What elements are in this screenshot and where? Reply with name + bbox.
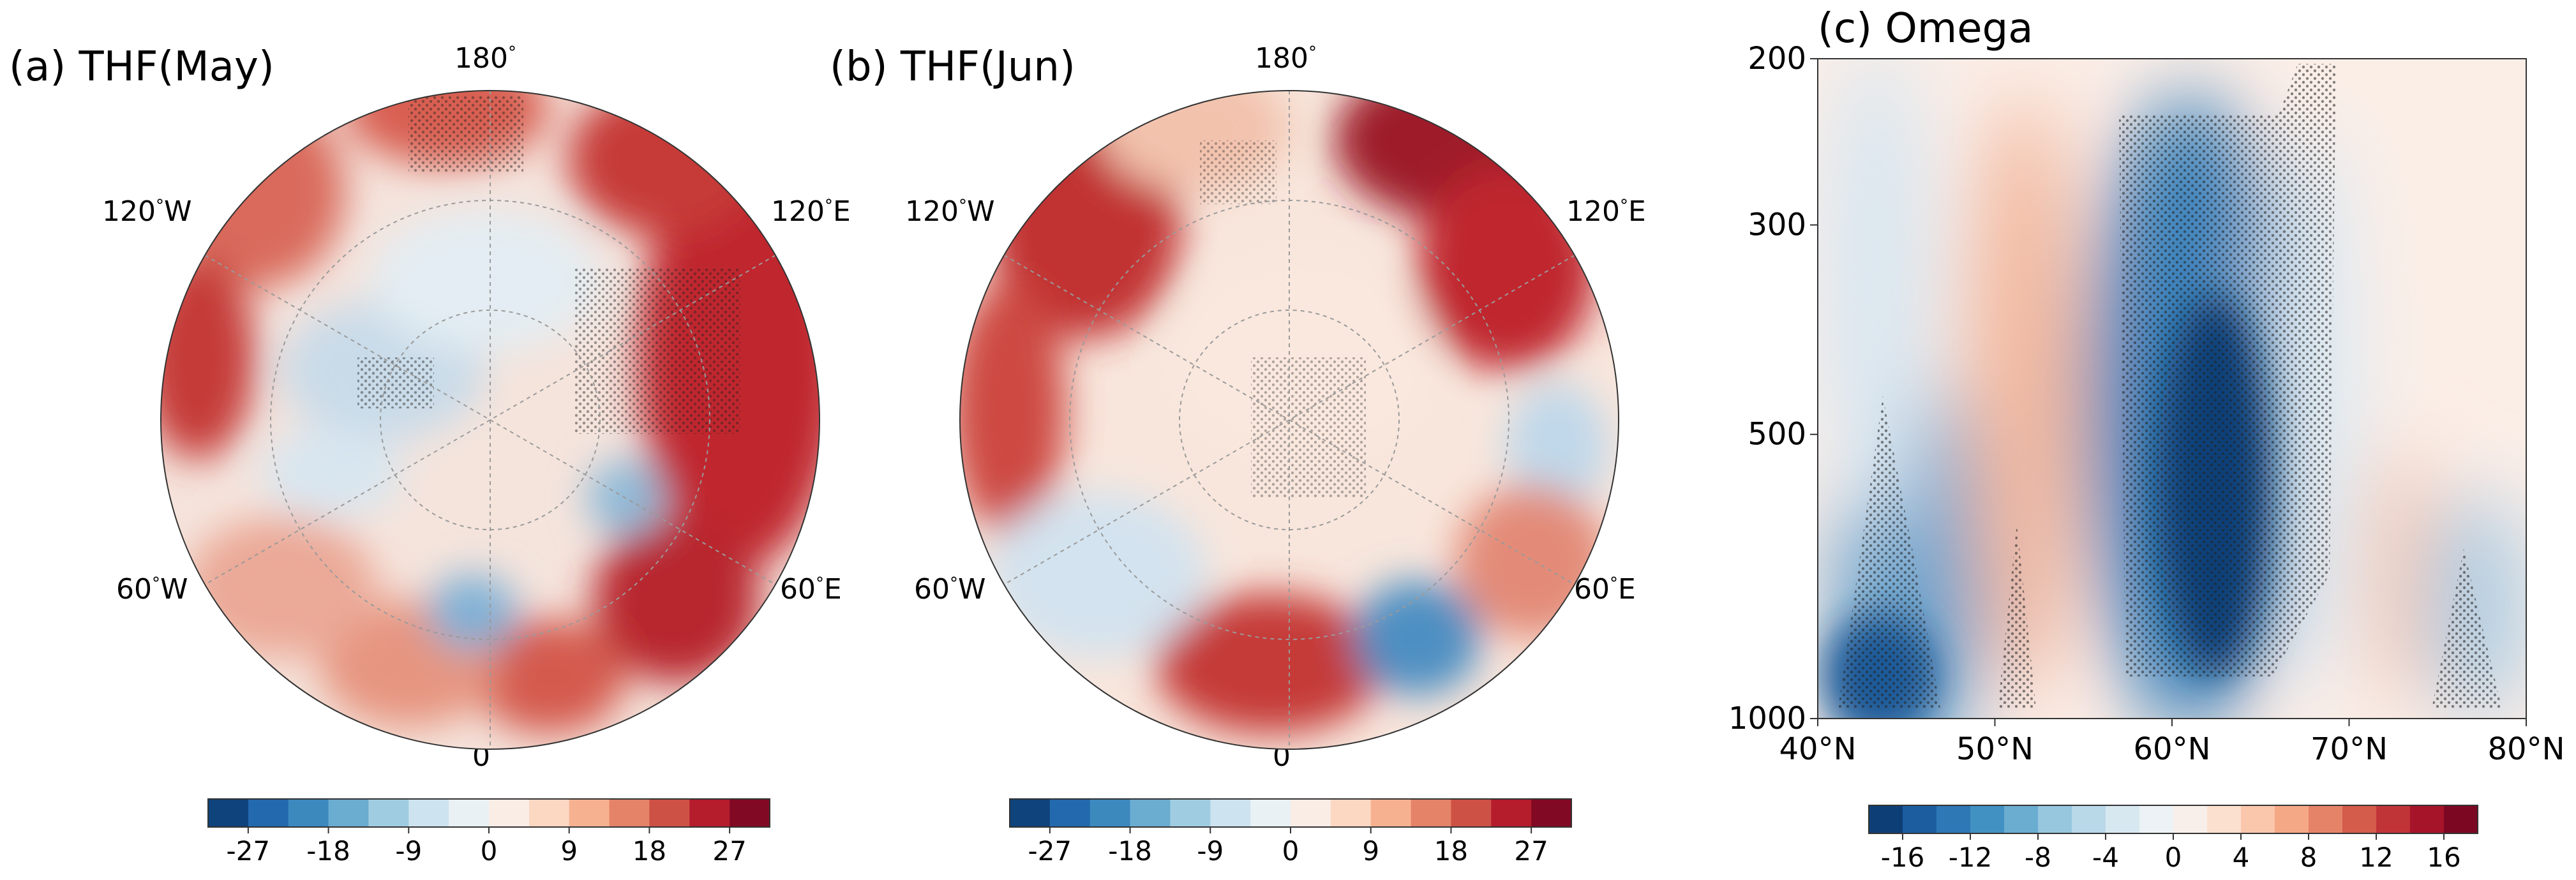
panel-a-lon-60w: 60°W [116,573,188,606]
colorbar-2-bin [2376,805,2411,833]
colorbar-2-bin [2342,805,2377,833]
panel-b-lon-60e: 60°E [1574,573,1636,606]
colorbar-0-tick-label: 9 [560,835,578,867]
colorbar-0-bin [649,799,690,827]
colorbars: -27 -18 -9 0 9 18 27 -27 -18 -9 0 9 18 27 -16 -12 -8 -4 0 4… [207,798,2478,873]
colorbar-0-tick-label: -18 [306,835,350,867]
colorbar-2-bin [2444,805,2478,833]
colorbar-1-bin [1170,799,1211,827]
panel-a-lon-120w: 120°W [102,195,192,228]
colorbar-0-bin [569,799,610,827]
colorbar-2-bin [2004,805,2039,833]
y-tick-label: 1000 [1728,701,1806,736]
colorbar-1-bin [1291,799,1331,827]
colorbar-0-tick-label: 0 [481,835,498,867]
colorbar-1-tick-label: -18 [1108,835,1152,867]
colorbar-2-tick-label: -12 [1949,842,1993,873]
colorbar-0-bin [208,799,249,827]
colorbar-2-bin [1903,805,1937,833]
colorbar-2-bin [2139,805,2174,833]
colorbar-1-tick-label: 18 [1434,835,1468,867]
x-tick-label: 80°N [2488,731,2565,767]
colorbar-0-bin [449,799,490,827]
colorbar-2-bin [2309,805,2343,833]
x-tick-label: 70°N [2310,731,2388,767]
colorbar-0-bin [609,799,650,827]
y-tick-label: 200 [1748,41,1806,77]
colorbar-2-tick-label: 0 [2165,842,2182,873]
colorbar-1-bin [1370,799,1412,827]
colorbar-2-bin [2072,805,2106,833]
colorbar-0-bin [328,799,369,827]
panel-c-plot [1817,58,2527,719]
colorbar-1-bin [1010,799,1051,827]
panel-b-lon-120e: 120°E [1566,195,1646,228]
colorbar-2-tick-label: 4 [2233,842,2250,873]
colorbar-1-bin [1451,799,1492,827]
colorbar-1-tick-label: -9 [1197,835,1224,867]
x-tick-label: 40°N [1779,731,1857,767]
colorbar-1-tick-label: -27 [1028,835,1072,867]
colorbar-2-tick-label: 8 [2300,842,2318,873]
colorbar-2-bin [2207,805,2242,833]
colorbar-1-bin [1491,799,1532,827]
colorbar-1-tick-label: 9 [1362,835,1379,867]
colorbar-1-bin [1531,799,1572,827]
panel-b-lon-60w: 60°W [914,573,986,606]
colorbar-2-bin [1970,805,2005,833]
colorbar-0-bin [248,799,289,827]
colorbar-2-bin [1869,805,1903,833]
colorbar-2-bin [1936,805,1971,833]
colorbar-0-tick-label: -27 [227,835,271,867]
colorbar-2-bin [2410,805,2445,833]
panel-a-lon-120e: 120°E [771,195,851,228]
panel-c-title: (c) Omega [1818,5,2033,52]
colorbar-1-bin [1049,799,1091,827]
y-tick-label: 500 [1748,417,1806,452]
colorbar-0-bin [689,799,730,827]
colorbar-0-bin [368,799,409,827]
colorbar-0-bin [730,799,770,827]
colorbar-2-bin [2275,805,2309,833]
colorbar-1-bin [1330,799,1372,827]
colorbar-0-bin [528,799,570,827]
colorbar-1-tick-label: 0 [1282,835,1299,867]
colorbar-2-tick-label: 16 [2427,842,2460,873]
y-tick-label: 300 [1748,207,1806,242]
colorbar-0-bin [408,799,449,827]
panel-a-lon-180: 180° [454,42,516,75]
colorbar-0-tick-label: -9 [395,835,422,867]
panel-b-title: (b) THF(Jun) [830,43,1075,91]
panel-b-lon-180: 180° [1255,42,1317,75]
colorbar-2-bin [2038,805,2072,833]
colorbar-1-tick-label: 27 [1514,835,1548,867]
colorbar-2-bin [2241,805,2275,833]
x-tick-label: 50°N [1956,731,2033,767]
colorbar-0-bin [489,799,530,827]
colorbar-2-tick-label: -8 [2025,842,2051,873]
panel-a-title: (a) THF(May) [9,43,274,91]
panel-b-lon-120w: 120°W [905,195,995,228]
panel-a-map [160,90,820,750]
colorbar-2-bin [2106,805,2140,833]
colorbar-0-tick-label: 18 [633,835,666,867]
colorbar-1-bin [1130,799,1171,827]
colorbar-2-tick-label: -16 [1881,842,1925,873]
colorbar-1-bin [1411,799,1451,827]
colorbar-1-bin [1250,799,1291,827]
colorbar-2-tick-label: 12 [2359,842,2393,873]
colorbar-1-bin [1090,799,1131,827]
colorbar-0-tick-label: 27 [712,835,746,867]
panel-b-map [959,90,1619,750]
panel-a-lon-60e: 60°E [780,573,842,606]
x-tick-label: 60°N [2134,731,2211,767]
panel-c-axes: 40°N 50°N 60°N 70°N 80°N 200 300 500 1000 [1728,41,2565,767]
colorbar-0-bin [288,799,329,827]
colorbar-2-tick-label: -4 [2092,842,2119,873]
colorbar-1-bin [1210,799,1251,827]
colorbar-2-bin [2173,805,2208,833]
